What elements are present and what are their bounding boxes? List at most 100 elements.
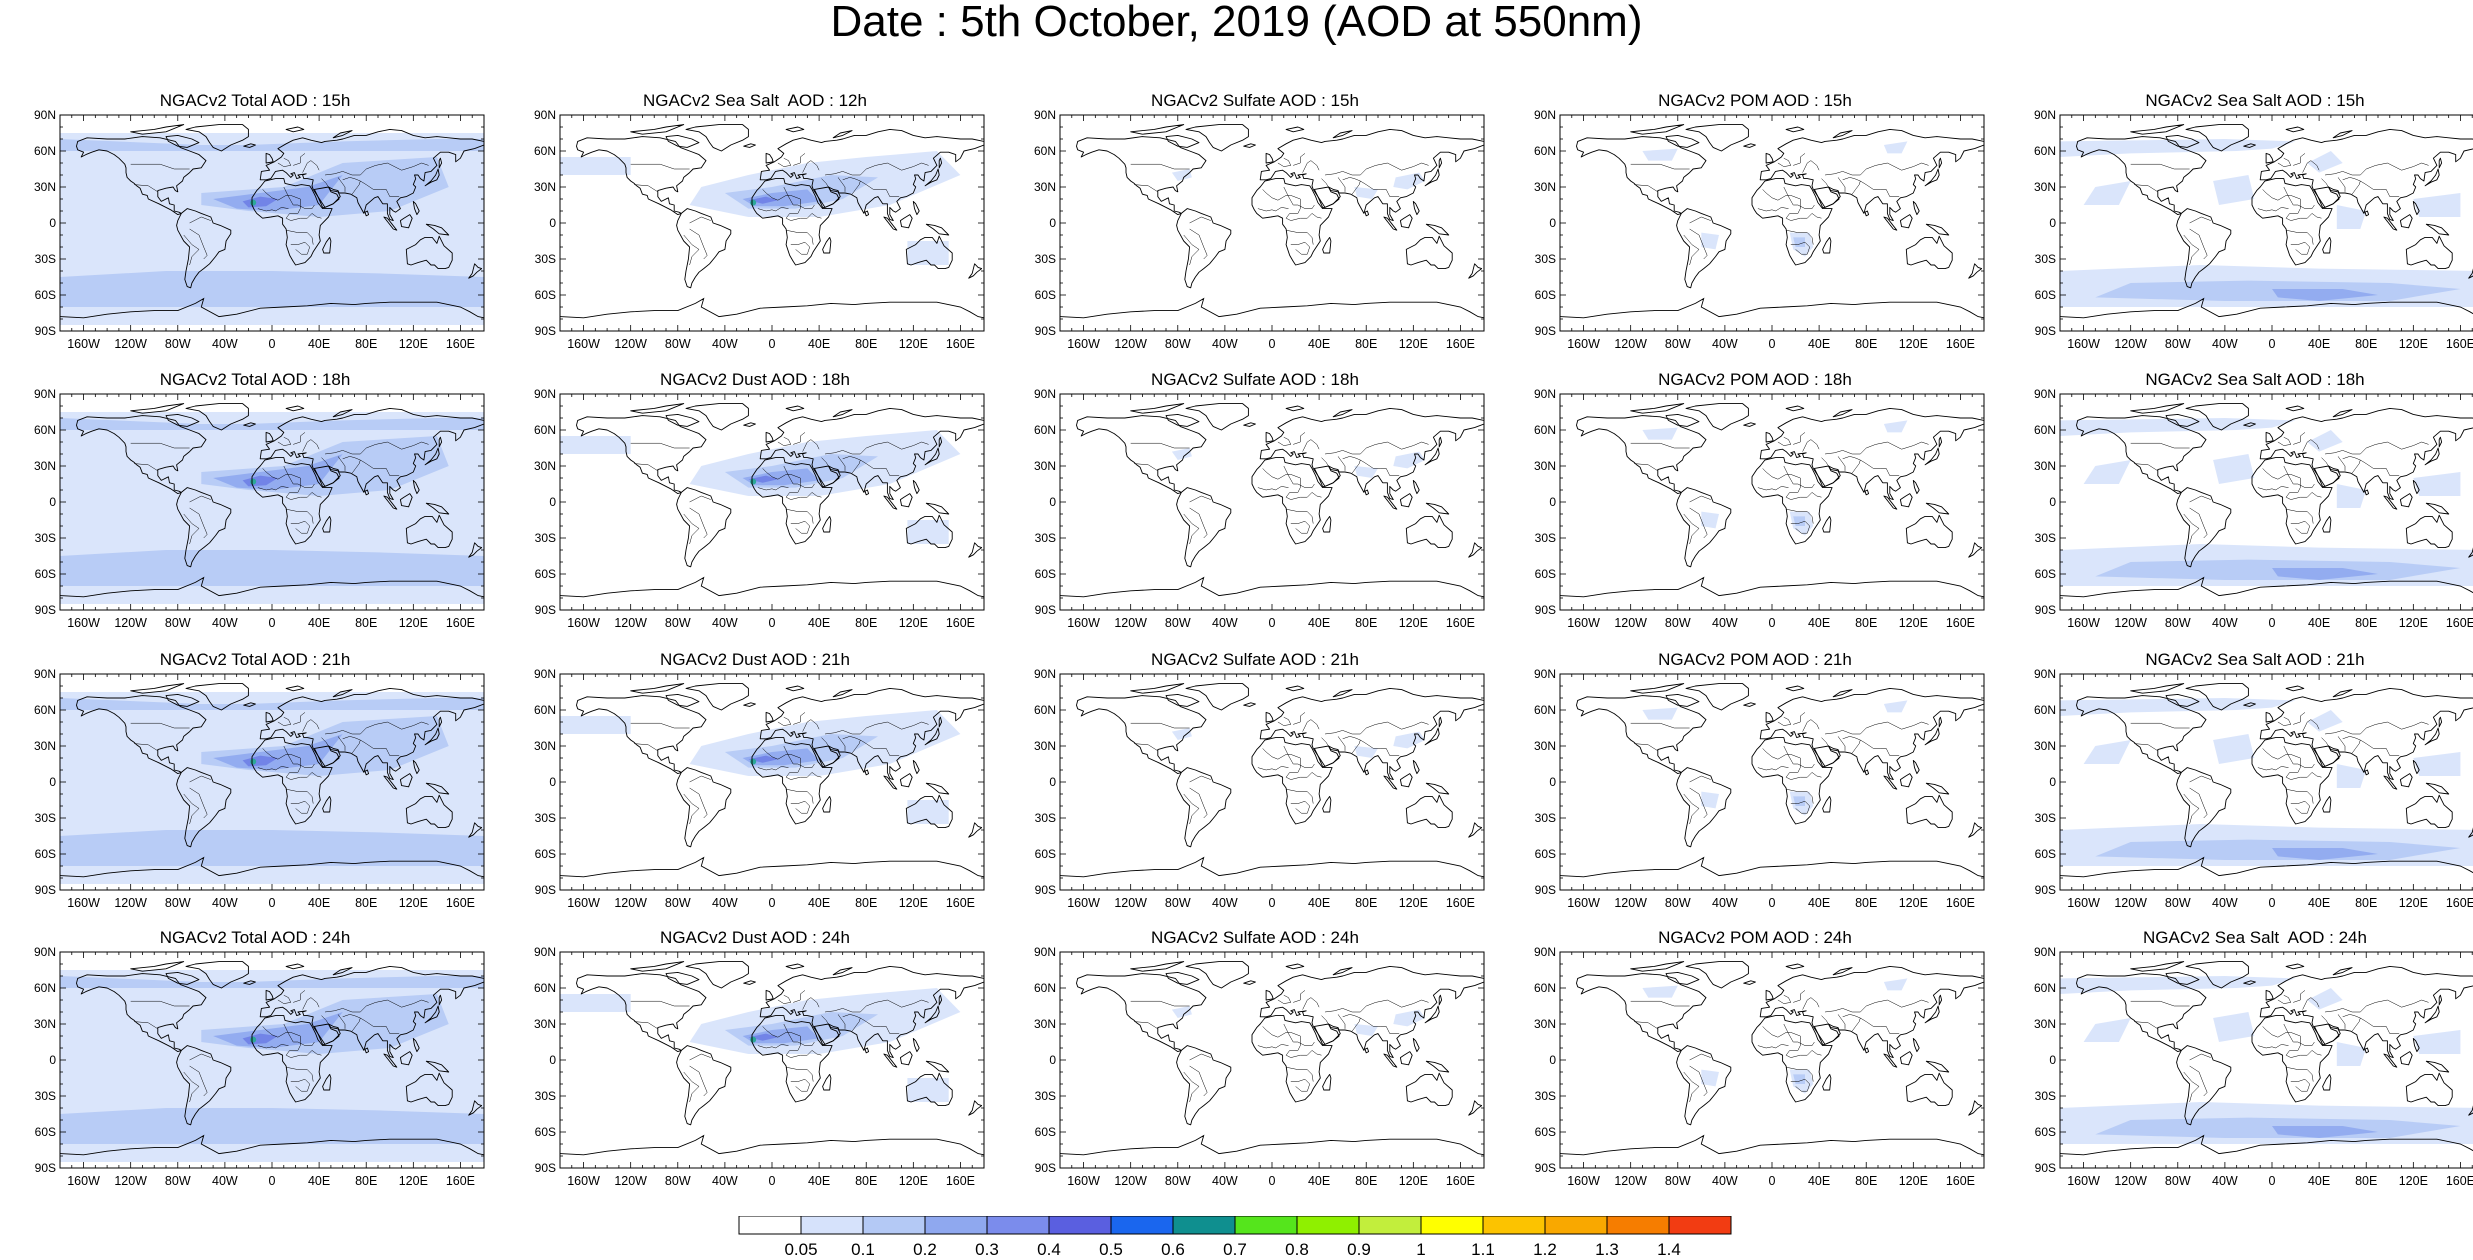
coastline-greenland: [1185, 961, 1249, 989]
aerosol-field: [2307, 988, 2343, 1010]
country-border: [2277, 157, 2292, 167]
country-border: [286, 788, 314, 804]
lon-tick-label: 120E: [899, 896, 928, 910]
lon-tick-label: 160W: [1567, 616, 1600, 630]
coastline-arabia: [1813, 465, 1841, 487]
lat-tick-label: 60S: [2035, 1125, 2056, 1139]
coastline-new-zealand: [2468, 827, 2473, 838]
aerosol-field: [2060, 139, 2296, 157]
map-panel: NGACv2 Sea Salt AOD : 15h 90N 60N 30N 0 30S 60…: [2020, 91, 2473, 361]
country-border: [1324, 441, 1429, 455]
country-border: [790, 520, 810, 534]
lon-tick-label: 40E: [1808, 337, 1830, 351]
country-border: [257, 486, 289, 491]
coastline-sakhalin: [438, 716, 443, 728]
lon-tick-label: 160E: [446, 896, 475, 910]
map-field: [560, 683, 984, 878]
coastline-novaya-zemlya: [1832, 409, 1853, 418]
country-border: [1689, 507, 1708, 539]
country-border: [1802, 997, 1820, 1010]
coastline-north-america: [1076, 415, 1207, 495]
country-border: [2342, 1014, 2400, 1034]
country-border: [689, 216, 711, 224]
lon-tick-label: 120E: [899, 616, 928, 630]
lon-tick-label: 120W: [2114, 337, 2147, 351]
coastline-uk: [1265, 711, 1274, 723]
coastline-uk: [1265, 431, 1274, 443]
coastline-uk: [2265, 152, 2274, 164]
country-border: [1783, 186, 1815, 209]
country-border: [1351, 1017, 1361, 1032]
aerosol-field: [1393, 1009, 1426, 1027]
lon-tick-label: 80E: [2355, 337, 2377, 351]
lat-tick-label: 30S: [35, 1089, 56, 1103]
lon-tick-label: 40E: [308, 616, 330, 630]
coastline-iceland: [743, 980, 756, 985]
coastline-new-zealand: [2468, 1105, 2473, 1116]
lon-tick-label: 120W: [614, 1174, 647, 1188]
aerosol-field: [2336, 1042, 2367, 1066]
country-border: [790, 1078, 810, 1092]
map-frame: [1059, 393, 1485, 611]
country-border: [837, 177, 846, 192]
lon-tick-label: 80E: [1855, 337, 1877, 351]
coastline-svalbard: [285, 405, 305, 412]
country-border: [683, 1071, 700, 1103]
coastline-japan: [924, 447, 940, 466]
lon-tick-label: 0: [1769, 337, 1776, 351]
country-border: [1842, 177, 1900, 197]
country-border: [634, 184, 658, 193]
lat-tick-label: 0: [2049, 1053, 2056, 1067]
country-border: [1189, 775, 1211, 783]
country-border: [777, 157, 792, 167]
lon-tick-label: 40W: [1212, 616, 1238, 630]
country-border: [2130, 442, 2190, 449]
coastline-antarctica: [60, 1134, 484, 1156]
country-border: [342, 456, 400, 476]
colorbar-swatch: [1172, 1216, 1236, 1235]
coastline-sri-lanka: [864, 769, 870, 776]
lon-tick-label: 160W: [1067, 337, 1100, 351]
country-border: [1762, 189, 1822, 221]
country-border: [1783, 1023, 1815, 1046]
aerosol-field: [2413, 193, 2461, 217]
coastline-south-america: [2176, 767, 2232, 848]
aod-map: 90N 60N 30N 0 30S 60S 90S 160W 120W 80W 40W 0 40E 80E…: [534, 387, 985, 630]
country-border: [2337, 1014, 2346, 1029]
country-border: [324, 721, 429, 735]
aerosol-field: [2307, 430, 2343, 452]
coastline-iceland: [1243, 702, 1256, 707]
coastline-uk: [765, 711, 774, 723]
aerosol-field: [1171, 448, 1192, 460]
coastline-philippines: [912, 759, 920, 775]
country-border: [1790, 1078, 1810, 1092]
coastline-greenland: [1185, 683, 1249, 711]
map-frame: [1559, 673, 1985, 891]
lon-tick-label: 40E: [808, 616, 830, 630]
coastline-africa: [1751, 1015, 1833, 1103]
lat-tick-label: 30S: [1535, 531, 1556, 545]
country-border: [1189, 228, 1208, 260]
colorbar-swatch: [1048, 1216, 1112, 1235]
country-border: [786, 508, 814, 524]
lat-tick-label: 60N: [1034, 703, 1056, 717]
coastline-australia: [2405, 235, 2453, 270]
map-panel: NGACv2 Sulfate AOD : 21h 90N 60N 30N 0 30S 60S…: [1020, 650, 1490, 920]
coastline-south-america: [176, 767, 232, 848]
coastline-svalbard: [1785, 685, 1805, 692]
country-border: [1689, 787, 1708, 819]
country-border: [1342, 456, 1400, 476]
coastline-sakhalin: [938, 994, 943, 1006]
lon-tick-label: 40W: [2212, 1174, 2238, 1188]
country-border: [277, 436, 292, 446]
coastline-australia: [905, 514, 953, 549]
country-border: [1351, 459, 1361, 474]
lat-tick-label: 60S: [1035, 847, 1056, 861]
country-border: [2342, 177, 2400, 197]
coastline-antarctica: [2060, 856, 2473, 878]
country-border: [2302, 160, 2320, 173]
map-field: [560, 403, 984, 598]
coastline-africa: [2251, 1015, 2333, 1103]
coastline-antarctica: [1560, 1134, 1984, 1156]
aerosol-field: [1701, 511, 1719, 529]
